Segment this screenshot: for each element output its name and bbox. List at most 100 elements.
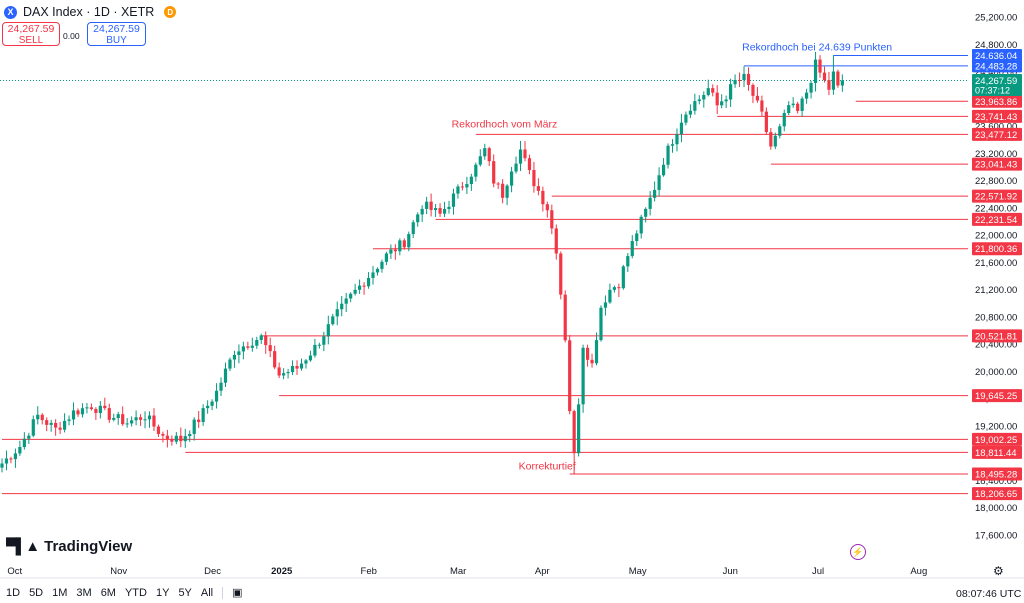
candle-body (679, 122, 684, 135)
candle-body (670, 144, 675, 146)
level-price-tag (972, 212, 1022, 226)
level-price-label: 18,495.28 (975, 469, 1017, 480)
candle-body (603, 302, 608, 308)
range-1d-button[interactable]: 1D (6, 586, 21, 599)
candle-body (751, 84, 755, 96)
range-5d-button[interactable]: 5D (29, 586, 44, 599)
candle-body (138, 417, 143, 420)
candle-body (22, 438, 26, 448)
candle-body (505, 185, 509, 198)
candle-body (80, 408, 85, 415)
settings-gear-icon[interactable]: ⚙ (993, 564, 1004, 578)
y-tick-label: 17,600.00 (975, 531, 1017, 542)
y-tick-label: 19,200.00 (975, 421, 1017, 432)
candle-body (536, 186, 540, 191)
candle-body (268, 345, 272, 352)
calendar-icon[interactable]: ▣ (232, 587, 243, 599)
x-tick-label: Oct (7, 566, 22, 577)
candle-body (353, 289, 357, 294)
range-ytd-button[interactable]: YTD (124, 586, 147, 599)
range-5y-button[interactable]: 5Y (178, 586, 192, 599)
candle-body (532, 170, 536, 187)
tradingview-logo-icon: ▀▌▲ (6, 538, 40, 555)
candle-body (737, 79, 742, 81)
candle-body (344, 298, 348, 304)
y-tick-label: 18,400.00 (975, 476, 1017, 487)
candle-body (827, 80, 831, 90)
candle-body (675, 134, 679, 145)
candle-body (773, 135, 777, 147)
candle-body (188, 433, 192, 437)
tradingview-logo[interactable]: ▀▌▲ TradingView (6, 538, 132, 555)
candle-body (612, 287, 616, 290)
symbol-header[interactable]: X DAX Index · 1D · XETR D (4, 4, 177, 20)
candle-body (568, 340, 572, 412)
buy-button[interactable]: 24,267.59 BUY (87, 22, 146, 46)
candle-body (76, 410, 80, 415)
chart-annotation: Rekordhoch bei 24.639 Punkten (742, 41, 892, 53)
candle-body (635, 233, 639, 242)
candle-body (299, 363, 304, 369)
candle-body (179, 435, 183, 442)
candle-body (581, 347, 585, 405)
exchange-icon: X (4, 5, 17, 19)
x-tick-label: Jun (723, 566, 738, 577)
candle-body (478, 156, 482, 165)
candle-body (572, 411, 576, 454)
candle-body (116, 414, 120, 419)
candle-body (840, 80, 844, 86)
candle-body (393, 249, 397, 252)
candle-body (277, 367, 281, 376)
y-tick-label: 20,000.00 (975, 367, 1017, 378)
level-price-tag (972, 189, 1022, 203)
candle-body (85, 407, 89, 409)
range-toolbar: 1D 5D 1M 3M 6M YTD 1Y 5Y All ▣ (6, 586, 243, 599)
candle-body (822, 72, 827, 81)
y-tick-label: 21,600.00 (975, 258, 1017, 269)
range-6m-button[interactable]: 6M (100, 586, 116, 599)
x-tick-label: Jul (812, 566, 824, 577)
lightning-icon[interactable]: ⚡ (850, 544, 866, 560)
candle-body (818, 59, 822, 73)
candle-body (626, 256, 630, 267)
candle-body (170, 438, 174, 442)
range-1y-button[interactable]: 1Y (155, 586, 170, 599)
level-price-label: 18,206.65 (975, 489, 1017, 500)
candle-body (71, 410, 76, 420)
candle-body (161, 433, 165, 436)
candle-body (523, 149, 527, 159)
candle-body (219, 382, 223, 391)
level-price-tag (972, 487, 1022, 501)
range-1m-button[interactable]: 1M (52, 586, 68, 599)
y-tick-label: 23,200.00 (975, 149, 1017, 160)
candle-body (134, 417, 138, 421)
sell-label: SELL (18, 35, 44, 46)
candle-body (746, 73, 751, 85)
candle-body (322, 336, 326, 345)
level-price-tag (972, 467, 1022, 481)
range-3m-button[interactable]: 3M (76, 586, 92, 599)
y-tick-label: 21,200.00 (975, 285, 1017, 296)
candle-body (384, 253, 389, 262)
candle-body (375, 268, 380, 273)
candle-body (621, 266, 625, 289)
candle-body (653, 189, 657, 198)
sell-button[interactable]: 24,267.59 SELL (2, 22, 60, 46)
utc-clock: 08:07:46 UTC (956, 588, 1022, 600)
candle-body (509, 171, 514, 186)
candle-body (156, 426, 161, 434)
candle-body (380, 261, 384, 269)
level-price-label: 24,636.04 (975, 51, 1017, 62)
candle-body (496, 183, 500, 185)
level-price-label: 21,800.36 (975, 244, 1017, 255)
range-all-button[interactable]: All (200, 586, 214, 599)
candle-body (98, 405, 102, 413)
level-price-tag (972, 59, 1022, 73)
level-price-label: 23,041.43 (975, 160, 1017, 171)
candle-body (49, 422, 53, 425)
y-tick-label: 24,400.00 (975, 67, 1017, 78)
candle-body (791, 103, 795, 106)
candle-body (724, 99, 728, 102)
candle-body (420, 208, 424, 215)
